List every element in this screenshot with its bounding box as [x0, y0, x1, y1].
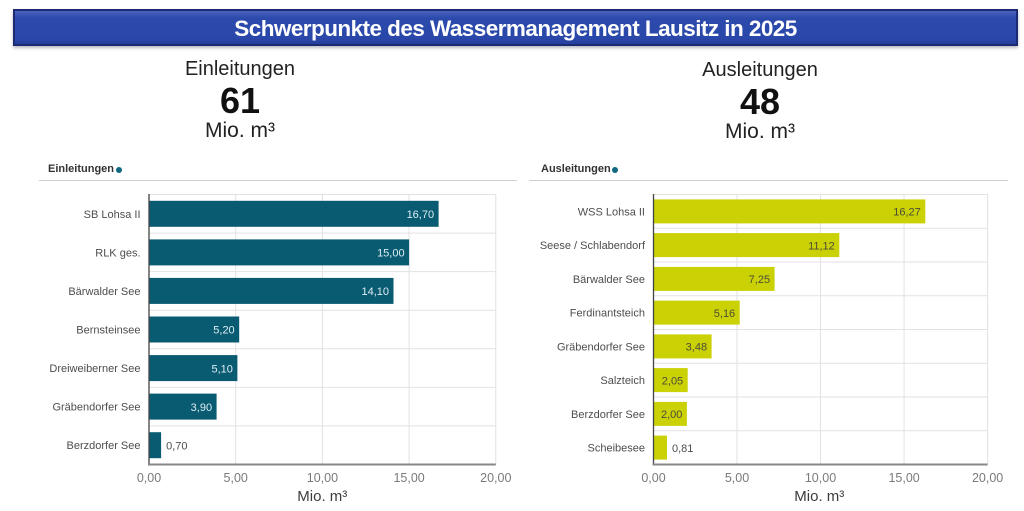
svg-text:0,00: 0,00: [137, 471, 161, 485]
svg-text:Bärwalder See: Bärwalder See: [573, 274, 645, 286]
svg-text:5,00: 5,00: [224, 471, 248, 485]
svg-text:5,10: 5,10: [211, 363, 232, 375]
svg-text:10,00: 10,00: [805, 471, 836, 485]
svg-text:5,00: 5,00: [725, 471, 749, 485]
svg-text:Mio. m³: Mio. m³: [794, 488, 844, 505]
svg-text:Mio. m³: Mio. m³: [297, 488, 347, 505]
svg-text:SB Lohsa II: SB Lohsa II: [84, 209, 141, 221]
svg-text:0,70: 0,70: [166, 440, 187, 452]
svg-text:Ferdinantsteich: Ferdinantsteich: [570, 308, 645, 320]
svg-text:RLK ges.: RLK ges.: [95, 247, 140, 259]
svg-text:5,16: 5,16: [714, 308, 735, 320]
svg-text:15,00: 15,00: [393, 471, 424, 485]
svg-text:16,27: 16,27: [893, 207, 921, 219]
svg-text:16,70: 16,70: [407, 209, 435, 221]
svg-text:3,90: 3,90: [191, 402, 212, 414]
svg-text:WSS Lohsa II: WSS Lohsa II: [578, 206, 645, 218]
svg-text:Gräbendorfer See: Gräbendorfer See: [557, 341, 645, 353]
svg-text:15,00: 15,00: [888, 471, 919, 485]
svg-text:5,20: 5,20: [213, 325, 234, 337]
svg-text:2,05: 2,05: [662, 375, 683, 387]
svg-text:10,00: 10,00: [307, 471, 338, 485]
svg-text:11,12: 11,12: [808, 240, 835, 252]
svg-text:Berzdorfer See: Berzdorfer See: [571, 409, 645, 421]
svg-text:Gräbendorfer See: Gräbendorfer See: [52, 402, 140, 414]
svg-text:Seese / Schlabendorf: Seese / Schlabendorf: [540, 240, 646, 252]
svg-text:15,00: 15,00: [377, 248, 405, 260]
svg-text:14,10: 14,10: [361, 286, 389, 298]
svg-text:3,48: 3,48: [686, 342, 707, 354]
svg-text:Berzdorfer See: Berzdorfer See: [67, 440, 141, 452]
svg-text:Bärwalder See: Bärwalder See: [68, 286, 140, 298]
svg-text:Scheibesee: Scheibesee: [588, 443, 646, 455]
svg-text:0,00: 0,00: [641, 471, 665, 485]
svg-text:20,00: 20,00: [480, 471, 511, 485]
svg-text:20,00: 20,00: [972, 471, 1003, 485]
svg-text:7,25: 7,25: [749, 274, 770, 286]
svg-text:Dreiweiberner See: Dreiweiberner See: [49, 363, 140, 375]
svg-text:2,00: 2,00: [661, 409, 682, 421]
svg-text:Bernsteinsee: Bernsteinsee: [76, 325, 140, 337]
svg-text:0,81: 0,81: [672, 443, 693, 455]
svg-text:Salzteich: Salzteich: [600, 375, 645, 387]
